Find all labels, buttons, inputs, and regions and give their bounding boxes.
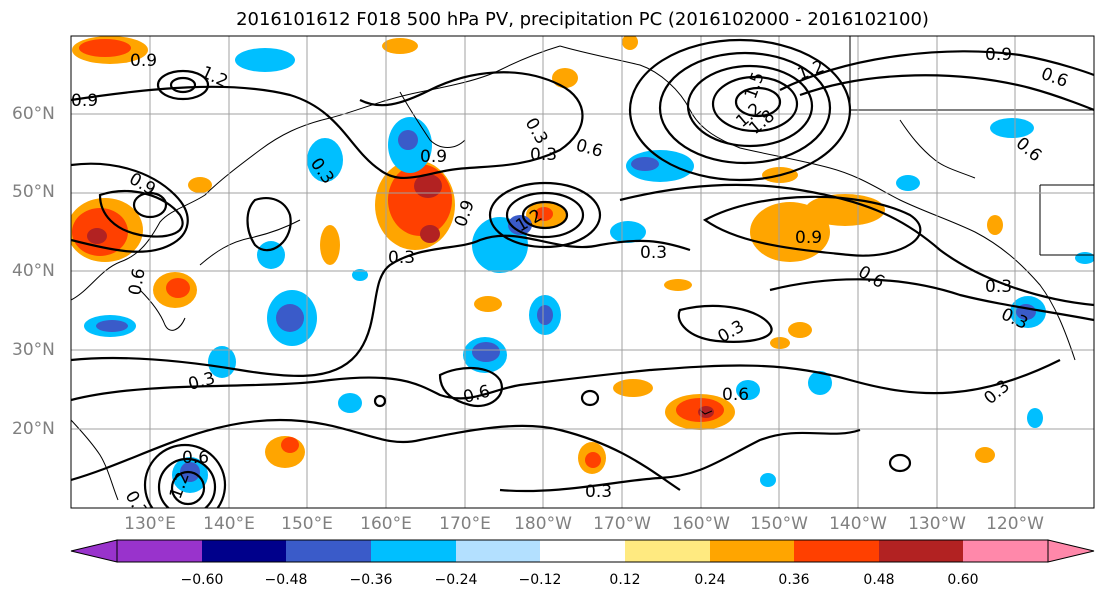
colorbar: [70, 539, 1095, 563]
contour-label: 0.3: [388, 248, 415, 268]
lon-label: 150°E: [281, 514, 333, 534]
colorbar-segment: [117, 540, 202, 562]
colorbar-segment: [794, 540, 879, 562]
colorbar-extend-max: [1047, 539, 1095, 563]
contour-label: 0.6: [722, 385, 749, 405]
chart-title: 2016101612 F018 500 hPa PV, precipitatio…: [236, 9, 929, 30]
colorbar-segment: [710, 540, 794, 562]
colorbar-segment: [540, 540, 625, 562]
lon-label: 160°W: [672, 514, 730, 534]
colorbar-segment: [371, 540, 456, 562]
lat-label: 50°N: [12, 182, 55, 202]
contour-label: 0.9: [420, 147, 447, 167]
gridlines: [71, 36, 1094, 508]
colorbar-tick-label: −0.48: [264, 572, 308, 588]
contour-label: 0.6: [182, 448, 209, 468]
colorbar-tick-label: −0.60: [180, 572, 224, 588]
colorbar-extend-min: [70, 539, 118, 563]
colorbar-segment: [879, 540, 963, 562]
colorbar-segment: [286, 540, 371, 562]
lon-label: 140°E: [203, 514, 255, 534]
lon-label: 130°E: [124, 514, 176, 534]
lon-label: 170°E: [439, 514, 491, 534]
colorbar-tick-label: −0.24: [434, 572, 478, 588]
colorbar-segment: [625, 540, 710, 562]
lon-label: 140°W: [829, 514, 887, 534]
lon-label: 130°W: [908, 514, 966, 534]
contour-label: 0.9: [71, 91, 98, 111]
colorbar-tick-label: 0.36: [778, 572, 810, 588]
contour-label: 0.3: [585, 482, 612, 502]
colorbar-segment: [963, 540, 1048, 562]
lon-label: 120°W: [986, 514, 1044, 534]
map-frame: [70, 35, 1095, 509]
pv-contours: [71, 38, 1094, 508]
lon-label: 150°W: [750, 514, 808, 534]
colorbar-tick-label: −0.36: [349, 572, 393, 588]
contour-label: 0.9: [795, 228, 822, 248]
colorbar-segment: [456, 540, 540, 562]
colorbar-tick-label: 0.48: [863, 572, 895, 588]
colorbar-outline: [116, 539, 1049, 563]
lon-label: 180°W: [514, 514, 572, 534]
precip-shading: [71, 36, 1094, 493]
lat-label: 30°N: [12, 340, 55, 360]
lat-label: 20°N: [12, 419, 55, 439]
colorbar-tick-label: 0.24: [694, 572, 726, 588]
contour-label: 0.3: [530, 145, 557, 165]
lon-label: 160°E: [360, 514, 412, 534]
colorbar-tick-label: −0.12: [518, 572, 562, 588]
contour-label: 0.3: [985, 277, 1012, 297]
contour-label: 0.9: [985, 45, 1012, 65]
colorbar-tick-label: 0.12: [609, 572, 641, 588]
contour-label: 0.9: [130, 51, 157, 71]
lat-label: 40°N: [12, 261, 55, 281]
contour-label: 0.3: [640, 243, 667, 263]
lat-label: 60°N: [12, 104, 55, 124]
colorbar-tick-label: 0.60: [947, 572, 979, 588]
lon-label: 170°W: [593, 514, 651, 534]
contour-label: 0.6: [125, 267, 149, 297]
colorbar-segment: [202, 540, 286, 562]
